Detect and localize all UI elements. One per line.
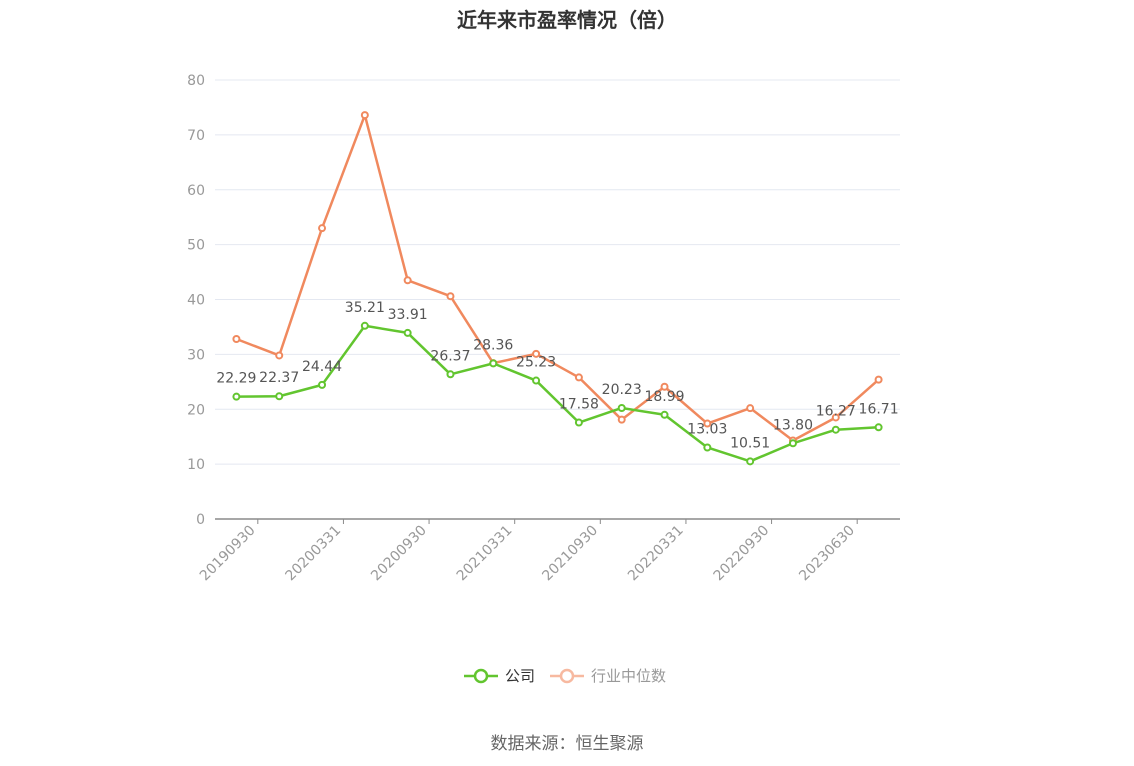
- data-label: 24.44: [302, 359, 342, 375]
- industry-median-point: [360, 111, 369, 120]
- data-label: 22.29: [216, 371, 256, 387]
- grid-lines: [215, 79, 900, 465]
- data-label: 16.71: [859, 401, 899, 417]
- company-point: [746, 457, 755, 466]
- data-label: 33.91: [388, 307, 428, 323]
- x-tick-label: 20210331: [454, 523, 516, 585]
- industry-median-point: [232, 335, 241, 344]
- industry-median-point: [532, 349, 541, 358]
- industry-median-point: [275, 351, 284, 360]
- data-label: 26.37: [430, 348, 470, 364]
- company-point: [788, 439, 797, 448]
- company-point: [318, 380, 327, 389]
- data-label: 10.51: [730, 435, 770, 451]
- company-point: [489, 359, 498, 368]
- industry-median-point: [874, 375, 883, 384]
- x-tick-label: 20230630: [796, 523, 858, 585]
- x-tick-label: 20210930: [539, 523, 601, 585]
- y-tick-label: 80: [187, 73, 205, 89]
- industry-median-point: [746, 404, 755, 413]
- chart-title: 近年来市盈率情况（倍）: [457, 8, 677, 32]
- company-point: [360, 321, 369, 330]
- legend-item-company[interactable]: 公司: [464, 667, 535, 685]
- y-axis: 0 10 20 30 40 50 60 70 80: [187, 73, 205, 528]
- data-label: 13.03: [687, 421, 727, 437]
- industry-median-point: [446, 292, 455, 301]
- data-label: 16.27: [816, 404, 856, 420]
- company-point: [275, 392, 284, 401]
- company-point: [446, 370, 455, 379]
- source-note: 数据来源：恒生聚源: [490, 734, 644, 754]
- company-point: [532, 376, 541, 385]
- company-point: [574, 418, 583, 427]
- data-label: 22.37: [259, 370, 299, 386]
- company-point: [617, 403, 626, 412]
- y-tick-label: 0: [196, 512, 205, 528]
- company-point: [703, 443, 712, 452]
- legend-label: 行业中位数: [591, 667, 666, 685]
- company-point: [403, 328, 412, 337]
- industry-median-point: [403, 276, 412, 285]
- y-tick-label: 10: [187, 457, 205, 473]
- data-label: 13.80: [773, 417, 813, 433]
- y-tick-label: 30: [187, 347, 205, 363]
- industry-median-point: [660, 382, 669, 391]
- y-tick-label: 70: [187, 128, 205, 144]
- legend-item-industry-median[interactable]: 行业中位数: [550, 667, 666, 685]
- industry-median-point: [318, 224, 327, 233]
- data-label: 25.23: [516, 355, 556, 371]
- company-point: [874, 423, 883, 432]
- industry-median-point: [574, 373, 583, 382]
- legend-label: 公司: [505, 667, 535, 685]
- industry-median-line: [235, 113, 880, 442]
- industry-median-point: [617, 415, 626, 424]
- y-tick-label: 40: [187, 293, 205, 309]
- x-tick-label: 20200930: [368, 523, 430, 585]
- legend-circle-icon: [559, 668, 575, 684]
- y-tick-label: 60: [187, 183, 205, 199]
- x-tick-label: 20220930: [711, 523, 773, 585]
- legend[interactable]: 公司 行业中位数: [464, 667, 666, 685]
- company-point: [232, 392, 241, 401]
- data-label: 35.21: [345, 300, 385, 316]
- x-tick-label: 20200331: [283, 523, 345, 585]
- data-label: 17.58: [559, 397, 599, 413]
- x-tick-label: 20220331: [625, 523, 687, 585]
- y-tick-label: 20: [187, 402, 205, 418]
- company-point: [831, 425, 840, 434]
- y-tick-label: 50: [187, 238, 205, 254]
- x-tick-label: 20190930: [197, 523, 259, 585]
- company-line: [236, 324, 879, 463]
- data-label: 20.23: [602, 382, 642, 398]
- x-axis: 20190930 20200331 20200930 20210331 20210930…: [197, 518, 900, 585]
- company-point: [660, 410, 669, 419]
- series-layer: [232, 111, 883, 466]
- data-label: 28.36: [473, 337, 513, 353]
- legend-circle-icon: [473, 668, 489, 684]
- data-label: 18.99: [644, 389, 684, 405]
- industry-median-point: [831, 413, 840, 422]
- industry-median-point: [703, 419, 712, 428]
